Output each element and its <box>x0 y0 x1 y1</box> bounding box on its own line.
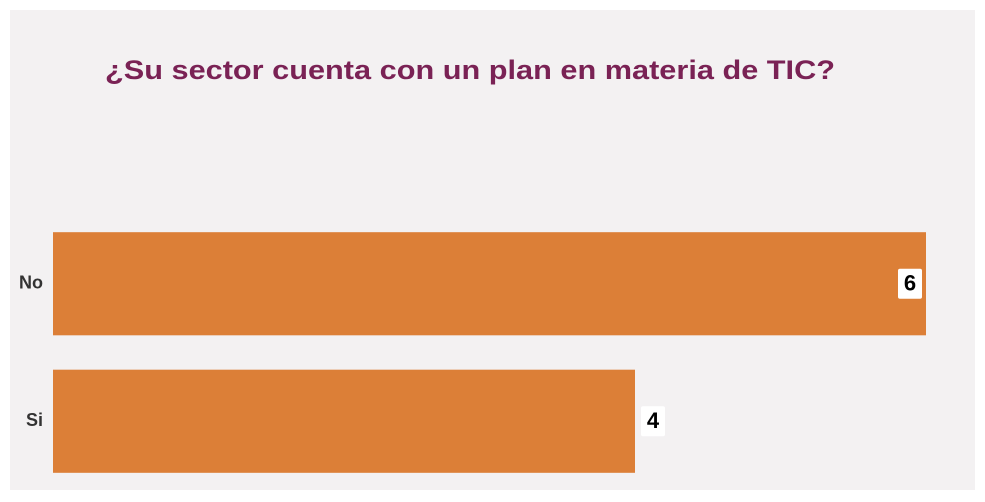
bar <box>53 369 635 473</box>
y-tick-label: No <box>19 273 43 293</box>
value-label: 6 <box>904 271 916 296</box>
bar <box>53 232 926 336</box>
chart-title: ¿Su sector cuenta con un plan en materia… <box>105 55 835 85</box>
value-label-box <box>898 268 922 299</box>
y-tick-label: Si <box>26 410 43 430</box>
value-label: 4 <box>647 408 660 433</box>
value-label-box <box>641 406 665 437</box>
